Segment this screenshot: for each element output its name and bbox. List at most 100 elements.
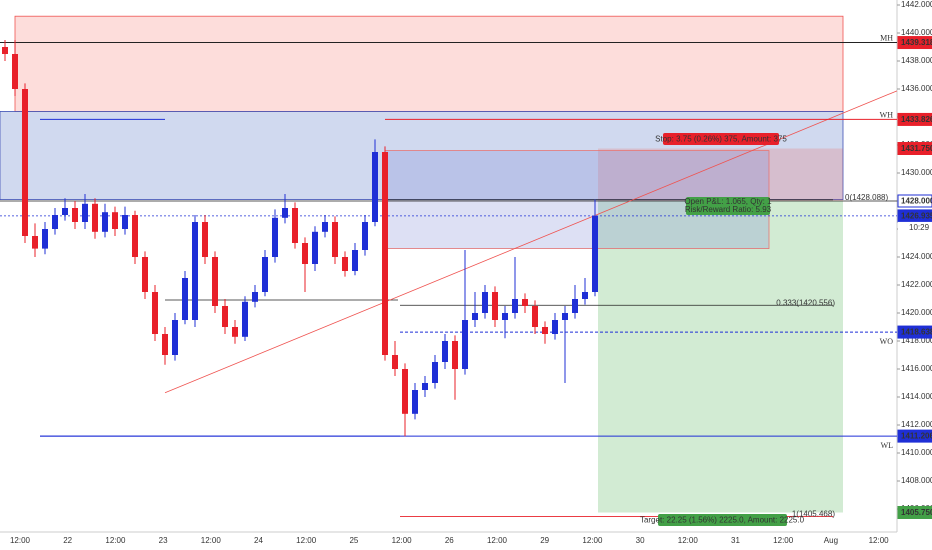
candle-body [252,292,258,302]
candle-body [242,301,248,337]
price-tag-label: 1418.638 [901,328,932,337]
x-tick-label: 26 [445,536,454,545]
x-tick-label: 22 [63,536,72,545]
candle-body [362,222,368,250]
pnl-label: Open P&L: 1.065, Qty: 1 [684,197,772,206]
candle-body [492,292,498,320]
candle-body [52,215,58,229]
x-tick-label: 12:00 [10,536,31,545]
price-tag [897,142,932,155]
y-tick-label: 1412.000 [901,420,932,429]
candle-body [302,243,308,264]
candle-body [142,257,148,292]
y-tick-label: 1438.000 [901,56,932,65]
candle-body [222,306,228,327]
x-tick-label: 31 [731,536,740,545]
x-tick-label: 12:00 [869,536,890,545]
y-tick-label: 1410.000 [901,448,932,457]
zone [0,111,844,200]
fib-label: 0.333(1420.556) [776,298,835,307]
candle-body [542,327,548,334]
candle-body [342,257,348,271]
x-tick-label: 12:00 [487,536,508,545]
candle-body [32,236,38,249]
price-tag-label: 1411.206 [901,432,932,441]
candle-body [282,208,288,218]
fib-label: 1(1405.468) [792,510,835,519]
candle-body [152,292,158,334]
candle-body [402,369,408,414]
candle-body [132,215,138,257]
price-tag-label: 1431.750 [901,144,932,153]
price-tag [897,112,932,126]
x-tick-label: 12:00 [392,536,413,545]
x-tick-label: 25 [349,536,358,545]
candle-body [12,54,18,89]
price-tag [897,36,932,50]
ratio-label: Risk/Reward Ratio: 5.93 [685,205,772,214]
y-tick-label: 1408.000 [901,476,932,485]
candle-body [532,306,538,327]
candle-body [72,208,78,222]
candle-body [392,355,398,369]
candle-body [332,222,338,257]
candle-body [412,390,418,414]
price-tag [897,194,932,208]
x-tick-label: Aug [824,536,838,545]
fib-label: 0(1428.088) [845,193,888,202]
target-label-bg [658,514,787,526]
stop-area [598,148,843,201]
zone [14,15,844,112]
candle-body [552,320,558,334]
level-name: WH [880,110,894,119]
level-name: MH [880,33,893,42]
candle-body [292,208,298,243]
price-tag-label: 1405.750 [901,508,932,517]
price-tag-label: 1433.826 [901,115,932,124]
y-tick-label: 1430.000 [901,168,932,177]
candle-body [592,215,598,292]
level-name: WL [881,441,894,450]
candle-body [582,292,588,299]
candle-body [372,152,378,222]
candle-body [82,203,88,222]
y-tick-label: 1416.000 [901,364,932,373]
candle-body [472,313,478,320]
candle-body [352,250,358,271]
candle-body [102,212,108,232]
candle-body [272,217,278,257]
candle-body [452,341,458,369]
candle-body [382,152,388,355]
candle-body [212,257,218,306]
candle-body [172,320,178,355]
countdown-bg [898,221,932,233]
candle-body [202,222,208,257]
x-tick-label: 12:00 [678,536,699,545]
y-tick-label: 1440.000 [901,28,932,37]
target-label: Target: 22.25 (1.56%) 2225.0, Amount: 22… [640,516,805,525]
x-tick-label: 12:00 [582,536,603,545]
x-tick-label: 29 [540,536,549,545]
candle-body [122,215,128,229]
stop-label-bg [663,133,779,145]
candle-body [572,299,578,313]
x-tick-label: 12:00 [105,536,126,545]
countdown: 10:29 [909,223,930,232]
price-tag [897,429,932,443]
x-tick-label: 12:00 [201,536,222,545]
price-tag-label: 1439.318 [901,38,932,47]
price-tag [897,325,932,339]
x-tick-label: 30 [636,536,645,545]
candle-body [182,278,188,320]
candle-body [422,383,428,390]
candle-body [112,212,118,229]
candle-body [62,208,68,215]
candle-body [262,257,268,292]
price-tag-label: 1428.000 [901,197,932,206]
stop-label: Stop: 3.75 (0.26%) 375, Amount: 375 [655,135,787,144]
price-tag-label: 1426.935 [901,212,932,221]
y-tick-label: 1418.000 [901,336,932,345]
candle-body [2,47,8,54]
candle-body [192,222,198,320]
